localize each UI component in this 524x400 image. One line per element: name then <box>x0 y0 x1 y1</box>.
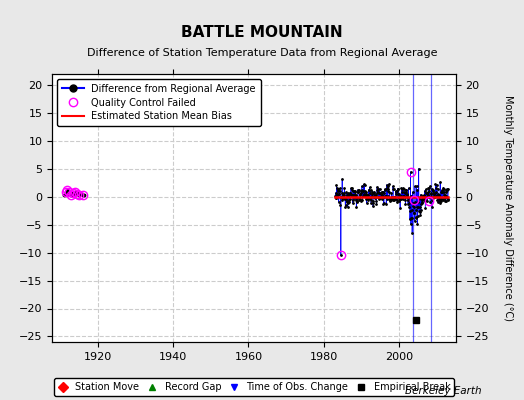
Text: Difference of Station Temperature Data from Regional Average: Difference of Station Temperature Data f… <box>87 48 437 58</box>
Y-axis label: Monthly Temperature Anomaly Difference (°C): Monthly Temperature Anomaly Difference (… <box>503 95 513 321</box>
Legend: Station Move, Record Gap, Time of Obs. Change, Empirical Break: Station Move, Record Gap, Time of Obs. C… <box>54 378 454 396</box>
Text: Berkeley Earth: Berkeley Earth <box>406 386 482 396</box>
Text: BATTLE MOUNTAIN: BATTLE MOUNTAIN <box>181 25 343 40</box>
